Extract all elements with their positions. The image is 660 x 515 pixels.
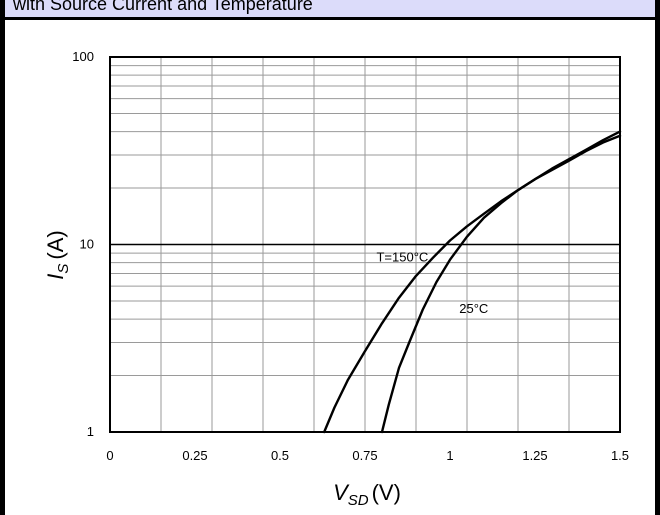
series-150c-curve xyxy=(323,134,622,434)
tick-labels: 0 0.25 0.5 0.75 1 1.25 1.5 1 10 100 xyxy=(72,49,629,463)
x-tick-label: 0.5 xyxy=(271,448,289,463)
y-tick-label: 1 xyxy=(87,424,94,439)
x-tick-label: 1 xyxy=(446,448,453,463)
x-axis-title: VSD (V) xyxy=(333,480,401,509)
plot-frame xyxy=(109,56,621,433)
y-axis-symbol: I xyxy=(43,274,68,280)
y-tick-label: 10 xyxy=(80,237,94,252)
x-tick-label: 0.75 xyxy=(352,448,377,463)
x-tick-label: 1.5 xyxy=(611,448,629,463)
x-axis-symbol: V xyxy=(333,480,350,505)
grid xyxy=(110,57,620,432)
series-25c-curve xyxy=(380,130,622,434)
annotation-label: 25°C xyxy=(459,301,488,316)
x-axis-unit: (V) xyxy=(372,480,401,505)
x-tick-label: 0 xyxy=(106,448,113,463)
x-axis-subscript: SD xyxy=(348,492,369,509)
series xyxy=(323,130,622,434)
x-tick-label: 0.25 xyxy=(182,448,207,463)
annotation-label: T=150°C xyxy=(376,250,428,265)
y-axis-subscript: S xyxy=(55,264,72,274)
annotations: T=150°C 25°C xyxy=(376,250,488,317)
y-tick-label: 100 xyxy=(72,49,94,64)
x-tick-label: 1.25 xyxy=(522,448,547,463)
chart-header: with Source Current and Temperature xyxy=(5,0,655,20)
chart-header-text: with Source Current and Temperature xyxy=(13,0,313,14)
y-axis-unit: (A) xyxy=(43,230,68,259)
y-axis-title: IS (A) xyxy=(43,230,72,279)
